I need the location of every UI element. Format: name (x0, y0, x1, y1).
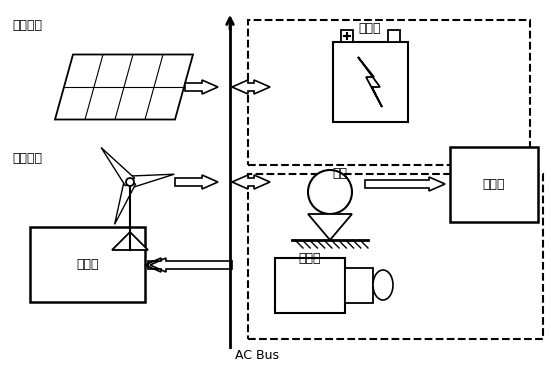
Text: 蕤电池: 蕤电池 (359, 22, 381, 35)
Polygon shape (55, 55, 193, 120)
Text: 风电机组: 风电机组 (12, 152, 42, 165)
Bar (30, 227, 145, 302)
Polygon shape (150, 258, 232, 272)
Polygon shape (112, 232, 148, 250)
Bar (341, 30, 353, 42)
Text: AC Bus: AC Bus (235, 349, 279, 362)
Text: 光伏机组: 光伏机组 (12, 19, 42, 32)
Polygon shape (308, 214, 352, 240)
Polygon shape (358, 57, 382, 107)
Bar (248, 20, 530, 165)
Polygon shape (101, 148, 134, 186)
Polygon shape (129, 174, 174, 188)
Bar (345, 268, 373, 302)
Polygon shape (175, 175, 218, 189)
Polygon shape (185, 80, 218, 94)
Polygon shape (115, 180, 136, 224)
Text: 电负荷: 电负荷 (77, 258, 99, 270)
Circle shape (308, 170, 352, 214)
Bar (387, 30, 399, 42)
Text: 热泵: 热泵 (332, 167, 348, 180)
Polygon shape (232, 80, 270, 94)
Text: 微燃机: 微燃机 (299, 252, 321, 265)
Ellipse shape (373, 270, 393, 300)
Circle shape (126, 178, 134, 186)
Text: 热负荷: 热负荷 (483, 178, 505, 190)
Bar (248, 174, 543, 339)
Polygon shape (365, 177, 445, 191)
Bar (450, 147, 538, 222)
Polygon shape (145, 258, 161, 272)
Bar (275, 258, 345, 312)
Bar (332, 42, 408, 122)
Polygon shape (232, 175, 270, 189)
